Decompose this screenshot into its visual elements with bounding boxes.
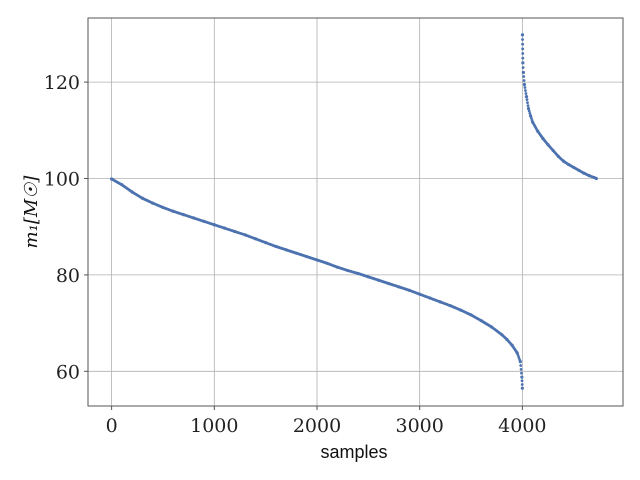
data-point: [523, 86, 527, 89]
x-axis-label: samples: [320, 442, 387, 462]
y-tick-label: 80: [56, 265, 80, 287]
data-point: [527, 109, 531, 113]
data-point: [522, 79, 526, 82]
x-tick-label: 1000: [190, 415, 238, 437]
data-point: [518, 360, 522, 364]
data-point: [519, 364, 523, 367]
plot-frame: [87, 17, 624, 407]
data-point: [524, 94, 529, 99]
y-tick-label: 120: [44, 72, 80, 94]
data-point: [522, 82, 527, 87]
data-point: [517, 355, 521, 359]
data-point: [524, 89, 527, 92]
data-point: [521, 61, 525, 65]
data-point: [520, 383, 524, 386]
data-point: [521, 42, 525, 46]
data-point: [521, 47, 525, 51]
x-tick-label: 4000: [498, 415, 546, 437]
data-point: [526, 107, 531, 111]
x-tick-label: 3000: [395, 415, 443, 437]
y-axis-label: m₁[M☉]: [21, 175, 42, 249]
data-point: [521, 52, 525, 55]
data-point: [520, 33, 525, 37]
gridlines: [88, 18, 623, 406]
y-axis-ticks: 60 80 100 120: [44, 72, 88, 383]
data-point: [524, 92, 528, 95]
data-point: [526, 101, 529, 104]
data-point: [516, 353, 520, 357]
x-tick-label: 2000: [293, 415, 341, 437]
data-point: [594, 176, 598, 181]
data-point: [526, 104, 530, 108]
y-tick-label: 100: [44, 169, 80, 191]
x-tick-label: 0: [106, 415, 118, 437]
data-point: [520, 386, 524, 390]
data-point: [521, 70, 525, 75]
data-point: [525, 98, 529, 101]
y-tick-label: 60: [56, 361, 80, 383]
data-point: [520, 375, 524, 379]
data-point: [520, 371, 523, 375]
data-point: [520, 379, 524, 383]
data-point: [521, 56, 525, 60]
data-point: [521, 38, 524, 41]
scatter-points: [110, 33, 598, 390]
data-point: [522, 75, 526, 78]
data-point: [519, 367, 523, 371]
x-axis-ticks: 0 1000 2000 3000 4000: [106, 406, 547, 437]
data-point: [521, 66, 525, 70]
data-point: [528, 112, 532, 115]
